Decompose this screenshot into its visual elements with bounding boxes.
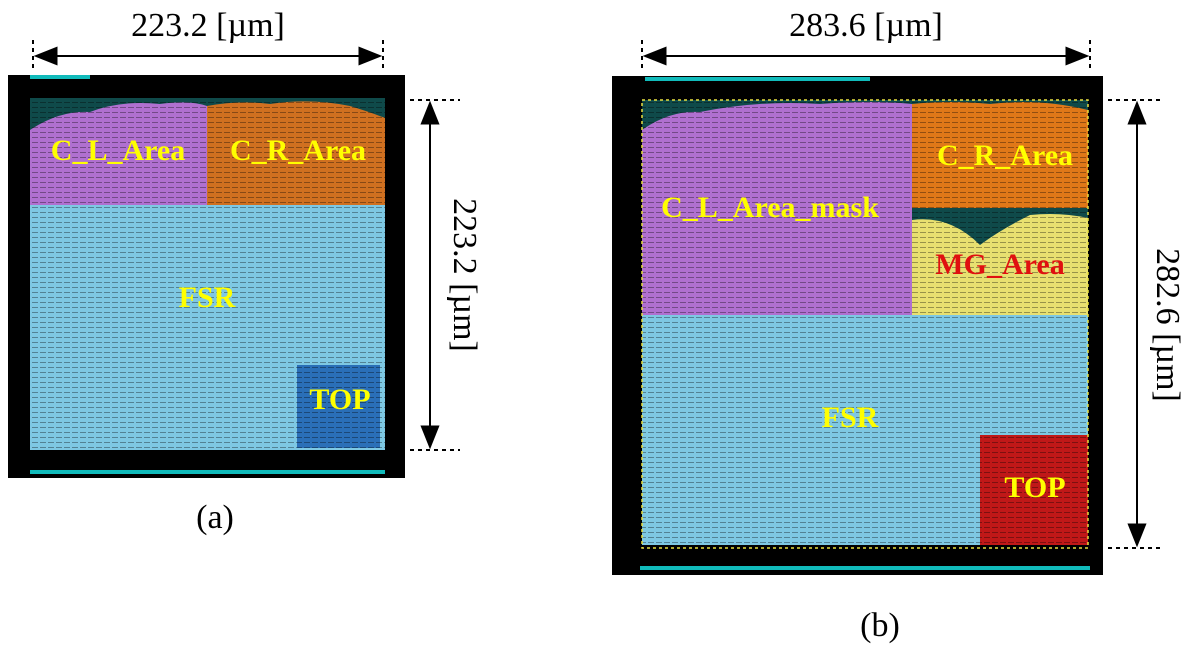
caption: (b) [860, 607, 900, 644]
pad-strip [30, 470, 385, 474]
figure: C_L_Area C_R_Area FSR TOP 223.2 [µm] 223… [0, 0, 1189, 650]
region-label: MG_Area [935, 248, 1064, 281]
region-label: C_L_Area [51, 134, 185, 167]
pad-strip [640, 566, 1090, 570]
pad-strip [645, 77, 870, 81]
region-label: TOP [309, 383, 370, 416]
pad-strip [30, 75, 90, 79]
panel-b: C_L_Area_mask C_R_Area MG_Area FSR TOP 2… [612, 7, 1186, 644]
width-label: 223.2 [µm] [131, 7, 285, 44]
region-label: FSR [822, 401, 879, 434]
height-label: 223.2 [µm] [446, 198, 483, 352]
width-label: 283.6 [µm] [789, 7, 943, 44]
height-label: 282.6 [µm] [1149, 248, 1186, 402]
region-label: FSR [179, 281, 236, 314]
region-label: C_R_Area [937, 139, 1073, 172]
panel-a: C_L_Area C_R_Area FSR TOP 223.2 [µm] 223… [8, 7, 483, 536]
region-label: TOP [1004, 471, 1065, 504]
region-label: C_R_Area [230, 134, 366, 167]
caption: (a) [196, 499, 234, 536]
region-label: C_L_Area_mask [661, 191, 879, 224]
